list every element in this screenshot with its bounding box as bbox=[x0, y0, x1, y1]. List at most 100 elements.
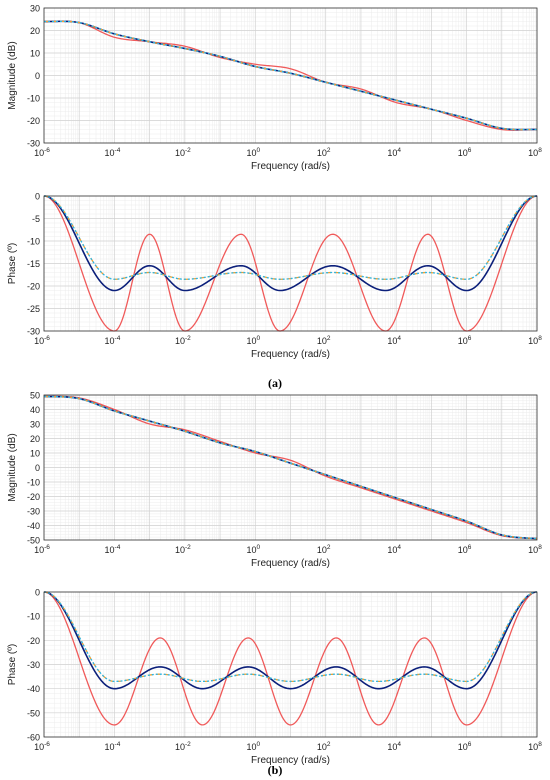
series-line-1 bbox=[43, 20, 538, 131]
x-tick-exponent: -2 bbox=[185, 544, 191, 551]
x-tick-label: 102 bbox=[317, 147, 331, 158]
x-tick-exponent: 4 bbox=[397, 544, 401, 551]
x-tick-base: 10 bbox=[175, 148, 185, 158]
x-tick-base: 10 bbox=[105, 545, 115, 555]
x-tick-base: 10 bbox=[105, 148, 115, 158]
y-tick-label: -5 bbox=[32, 214, 40, 224]
y-tick-label: -10 bbox=[27, 237, 40, 247]
x-tick-base: 10 bbox=[246, 742, 256, 752]
x-tick-label: 108 bbox=[528, 335, 542, 346]
x-tick-base: 10 bbox=[34, 148, 44, 158]
axes-box bbox=[43, 394, 538, 541]
x-tick-exponent: 0 bbox=[256, 335, 260, 342]
x-tick-exponent: -6 bbox=[44, 741, 50, 748]
x-tick-label: 100 bbox=[246, 147, 260, 158]
series-line-4 bbox=[43, 20, 538, 131]
y-tick-label: -50 bbox=[27, 536, 40, 546]
y-tick-label: -20 bbox=[27, 492, 40, 502]
y-tick-label: -30 bbox=[27, 660, 40, 670]
x-tick-label: 104 bbox=[387, 741, 401, 752]
x-tick-exponent: 6 bbox=[468, 147, 472, 154]
x-tick-exponent: 2 bbox=[327, 544, 331, 551]
x-tick-label: 10-2 bbox=[175, 544, 191, 555]
x-tick-label: 102 bbox=[317, 335, 331, 346]
x-tick-exponent: 8 bbox=[538, 544, 542, 551]
x-tick-base: 10 bbox=[317, 742, 327, 752]
x-tick-exponent: 6 bbox=[468, 544, 472, 551]
y-tick-label: -10 bbox=[27, 612, 40, 622]
x-tick-exponent: -6 bbox=[44, 544, 50, 551]
x-tick-base: 10 bbox=[528, 742, 538, 752]
x-tick-label: 10-2 bbox=[175, 741, 191, 752]
y-tick-label: -40 bbox=[27, 684, 40, 694]
series-line-2 bbox=[43, 591, 538, 690]
x-tick-base: 10 bbox=[528, 336, 538, 346]
x-tick-exponent: -6 bbox=[44, 147, 50, 154]
x-axis-label: Frequency (rad/s) bbox=[251, 558, 330, 569]
x-tick-exponent: -4 bbox=[115, 741, 121, 748]
x-tick-label: 10-2 bbox=[175, 147, 191, 158]
x-tick-base: 10 bbox=[175, 545, 185, 555]
x-tick-label: 104 bbox=[387, 147, 401, 158]
x-tick-exponent: 2 bbox=[327, 147, 331, 154]
x-axis-label: Frequency (rad/s) bbox=[251, 349, 330, 360]
y-tick-label: -20 bbox=[27, 636, 40, 646]
x-tick-label: 10-4 bbox=[105, 544, 121, 555]
x-tick-exponent: 6 bbox=[468, 741, 472, 748]
x-tick-base: 10 bbox=[387, 545, 397, 555]
x-tick-label: 10-6 bbox=[34, 741, 50, 752]
x-tick-exponent: -6 bbox=[44, 335, 50, 342]
x-tick-base: 10 bbox=[458, 148, 468, 158]
y-tick-label: 50 bbox=[30, 391, 40, 401]
x-tick-exponent: -4 bbox=[115, 544, 121, 551]
x-tick-label: 10-4 bbox=[105, 147, 121, 158]
x-axis-label: Frequency (rad/s) bbox=[251, 755, 330, 766]
x-tick-exponent: 0 bbox=[256, 544, 260, 551]
x-tick-base: 10 bbox=[387, 742, 397, 752]
x-tick-label: 102 bbox=[317, 544, 331, 555]
x-tick-label: 10-6 bbox=[34, 544, 50, 555]
y-tick-label: 0 bbox=[35, 71, 40, 81]
x-tick-base: 10 bbox=[246, 336, 256, 346]
x-tick-label: 10-6 bbox=[34, 335, 50, 346]
x-tick-exponent: 0 bbox=[256, 741, 260, 748]
y-tick-label: -50 bbox=[27, 708, 40, 718]
y-tick-label: 30 bbox=[30, 420, 40, 430]
panel-label-a: (a) bbox=[268, 376, 282, 390]
y-axis-label: Magnitude (dB) bbox=[7, 433, 18, 501]
x-tick-label: 100 bbox=[246, 544, 260, 555]
x-tick-base: 10 bbox=[387, 148, 397, 158]
y-tick-label: -20 bbox=[27, 116, 40, 126]
x-tick-label: 104 bbox=[387, 544, 401, 555]
y-axis-label: Phase (º) bbox=[7, 243, 18, 284]
series-line-1 bbox=[43, 195, 538, 332]
y-tick-label: -40 bbox=[27, 521, 40, 531]
x-tick-label: 106 bbox=[458, 335, 472, 346]
x-tick-base: 10 bbox=[175, 336, 185, 346]
x-tick-exponent: 2 bbox=[327, 741, 331, 748]
series-line-1 bbox=[43, 591, 538, 726]
y-tick-label: 30 bbox=[30, 4, 40, 14]
y-tick-label: 20 bbox=[30, 434, 40, 444]
x-tick-label: 10-4 bbox=[105, 741, 121, 752]
x-tick-base: 10 bbox=[175, 742, 185, 752]
x-tick-label: 102 bbox=[317, 741, 331, 752]
x-tick-exponent: -2 bbox=[185, 741, 191, 748]
axes-box bbox=[43, 591, 538, 738]
x-tick-base: 10 bbox=[105, 742, 115, 752]
x-tick-exponent: -4 bbox=[115, 147, 121, 154]
x-tick-base: 10 bbox=[458, 545, 468, 555]
x-tick-base: 10 bbox=[317, 336, 327, 346]
y-tick-label: -30 bbox=[27, 507, 40, 517]
x-tick-label: 104 bbox=[387, 335, 401, 346]
y-tick-label: -10 bbox=[27, 478, 40, 488]
panel-label-b: (b) bbox=[267, 763, 283, 777]
x-tick-label: 100 bbox=[246, 335, 260, 346]
x-tick-exponent: -2 bbox=[185, 147, 191, 154]
x-tick-base: 10 bbox=[246, 148, 256, 158]
